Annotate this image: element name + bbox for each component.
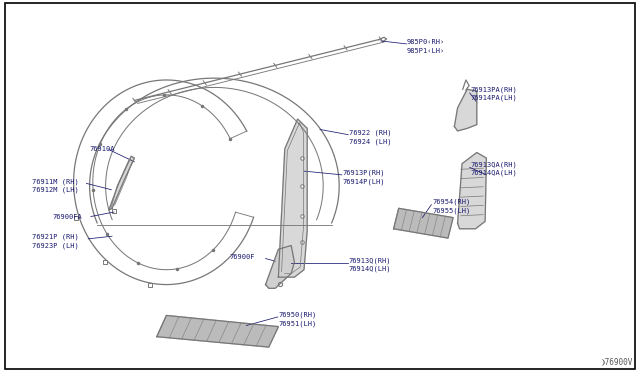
Polygon shape — [109, 156, 134, 210]
Text: 76914P(LH): 76914P(LH) — [342, 178, 385, 185]
Polygon shape — [458, 153, 486, 229]
Text: 985P0‹RH›: 985P0‹RH› — [407, 39, 445, 45]
Text: 76913QA(RH): 76913QA(RH) — [470, 161, 517, 168]
Text: ❩76900V: ❩76900V — [600, 357, 632, 366]
Text: 76923P (LH): 76923P (LH) — [32, 242, 79, 249]
Text: 76950(RH): 76950(RH) — [278, 312, 317, 318]
Text: 76951(LH): 76951(LH) — [278, 320, 317, 327]
Text: 76913P(RH): 76913P(RH) — [342, 170, 385, 176]
Text: 76954(RH): 76954(RH) — [432, 199, 470, 205]
Polygon shape — [454, 89, 477, 131]
Text: 76913PA(RH): 76913PA(RH) — [470, 86, 517, 93]
Polygon shape — [394, 208, 453, 238]
Text: 76914QA(LH): 76914QA(LH) — [470, 170, 517, 176]
Text: 76924 (LH): 76924 (LH) — [349, 138, 391, 145]
Text: 76910A: 76910A — [90, 146, 115, 152]
Text: 76955(LH): 76955(LH) — [432, 207, 470, 214]
Text: 76913Q(RH): 76913Q(RH) — [349, 257, 391, 264]
Text: 76900FA: 76900FA — [52, 214, 82, 219]
Text: 985P1‹LH›: 985P1‹LH› — [407, 48, 445, 54]
Text: 76911M (RH): 76911M (RH) — [32, 178, 79, 185]
Text: 76900F: 76900F — [229, 254, 255, 260]
Polygon shape — [278, 119, 307, 277]
Text: 76914PA(LH): 76914PA(LH) — [470, 94, 517, 101]
Text: 76914Q(LH): 76914Q(LH) — [349, 266, 391, 272]
Text: 76912M (LH): 76912M (LH) — [32, 187, 79, 193]
Polygon shape — [157, 315, 278, 347]
Text: 76922 (RH): 76922 (RH) — [349, 129, 391, 136]
Polygon shape — [266, 246, 294, 288]
Text: 76921P (RH): 76921P (RH) — [32, 234, 79, 240]
